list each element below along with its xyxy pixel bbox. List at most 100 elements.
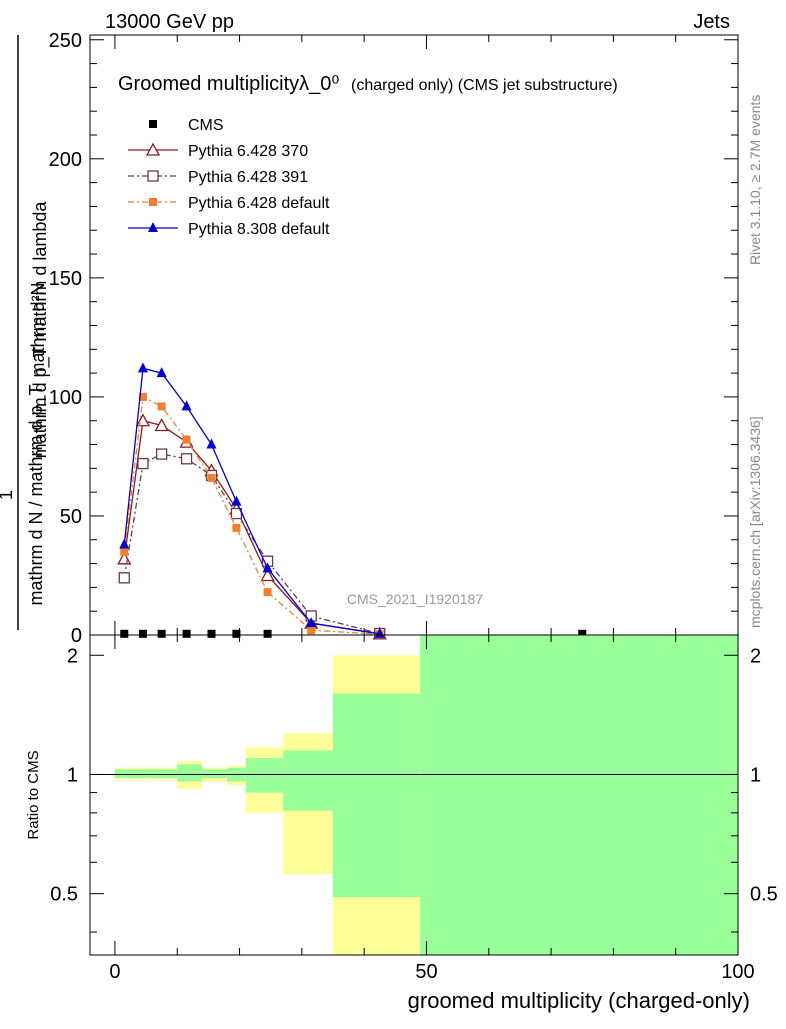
main-y-tick-label: 150 [49, 268, 82, 290]
ylabel-numerator: mathrm d²N [28, 282, 48, 377]
ratio-plot-panel: 0.5 0.5 1 1 2 2 0 50 100 Ratio to CMS groomed m… [25, 35, 778, 1013]
data-point [262, 562, 273, 573]
x-tick-label: 50 [415, 961, 437, 983]
data-point [578, 629, 587, 638]
data-point [154, 418, 169, 432]
series-pythia-6-428-370 [117, 413, 387, 640]
x-tick-label: 0 [109, 961, 120, 983]
data-point [260, 568, 275, 582]
main-y-tick-label: 250 [49, 30, 82, 52]
header-process-label: Jets [693, 11, 730, 33]
data-point [207, 473, 216, 482]
data-point [232, 629, 241, 638]
data-point [149, 198, 157, 206]
rivet-version-label: Rivet 3.1.10, ≥ 2.7M events [747, 95, 763, 265]
data-point [149, 120, 157, 128]
main-title-text: Groomed multiplicityλ_0⁰ [118, 73, 339, 95]
data-point [207, 629, 216, 638]
ratio-y-tick-label: 0.5 [50, 884, 78, 906]
data-point [147, 170, 159, 182]
data-point [138, 392, 147, 401]
legend-label: Pythia 6.428 default [188, 195, 330, 212]
series-pythia-8-308-default [119, 362, 385, 638]
main-y-tick-label: 100 [49, 387, 82, 409]
ratio-uncertainty-bands [114, 635, 738, 955]
ratio-stat-band [202, 769, 228, 778]
data-point [135, 413, 151, 427]
data-point [120, 547, 129, 556]
legend: CMS Pythia 6.428 370 Pythia 6.428 391 Pythi… [128, 117, 330, 238]
legend-label: Pythia 6.428 370 [188, 143, 308, 160]
data-point [232, 523, 241, 532]
mcplots-credit-label: mcplots.cern.ch [arXiv:1306.3436] [747, 416, 763, 628]
ratio-y-axis-label: Ratio to CMS [25, 750, 42, 839]
x-axis: 0 50 100 [109, 35, 755, 983]
data-point [306, 617, 317, 628]
data-point [307, 626, 316, 635]
data-point [156, 448, 168, 460]
ratio-stat-band [146, 769, 178, 778]
data-point [156, 367, 167, 378]
series-pythia-6-428-391 [118, 448, 386, 640]
data-point [157, 402, 166, 411]
data-point [182, 435, 191, 444]
ylabel-factor-denominator: mathrm d N / mathrm d p_T [26, 384, 47, 605]
data-point [180, 453, 193, 465]
ratio-y-axis: 0.5 0.5 1 1 2 2 [50, 645, 778, 933]
legend-label: Pythia 6.428 391 [188, 169, 308, 186]
x-axis-label: groomed multiplicity (charged-only) [408, 988, 750, 1013]
main-y-axis: 0 50 100 150 200 250 [49, 30, 738, 647]
legend-label: CMS [188, 117, 224, 134]
ratio-y-tick-label-right: 2 [750, 645, 761, 667]
main-plot-title: Groomed multiplicityλ_0⁰ (charged only) … [118, 73, 618, 95]
data-point [137, 362, 148, 373]
legend-item: CMS [149, 117, 224, 134]
data-point [181, 400, 192, 411]
legend-item: Pythia 6.428 370 [128, 142, 308, 160]
legend-item: Pythia 6.428 default [128, 195, 330, 212]
data-point [119, 538, 130, 549]
data-point [206, 438, 217, 449]
main-y-tick-label: 200 [49, 149, 82, 171]
data-point [138, 629, 147, 638]
data-point [263, 588, 272, 597]
ratio-stat-band [420, 635, 738, 955]
data-point [182, 629, 191, 638]
ratio-stat-band [283, 750, 333, 811]
ratio-stat-band [114, 769, 147, 778]
data-point [148, 222, 158, 232]
ratio-stat-band [177, 764, 203, 782]
main-y-axis-label: mathrm d²N mathrm d p_T mathrm d lambda … [0, 35, 51, 630]
data-point [263, 629, 272, 638]
x-tick-label: 100 [721, 961, 754, 983]
ratio-y-tick-label-right: 1 [750, 764, 761, 786]
data-point [145, 142, 161, 156]
ylabel-factor-numerator: 1 [0, 490, 16, 500]
data-point [157, 629, 166, 638]
main-title-suffix: (charged only) (CMS jet substructure) [351, 77, 618, 94]
legend-label: Pythia 8.308 default [188, 221, 330, 238]
analysis-watermark: CMS_2021_I1920187 [347, 591, 483, 607]
main-y-tick-label: 50 [60, 506, 82, 528]
series-line [123, 395, 380, 635]
ratio-stat-band [245, 758, 284, 793]
main-plot-panel: 0 50 100 150 200 250 Groomed multiplicityλ_0⁰… [0, 30, 739, 647]
ratio-stat-band [333, 693, 421, 898]
legend-item: Pythia 8.308 default [128, 221, 330, 238]
header-energy-label: 13000 GeV pp [105, 11, 234, 33]
ratio-y-tick-label: 2 [67, 645, 78, 667]
ratio-plot-frame [89, 634, 739, 956]
ratio-y-tick-label: 1 [67, 764, 78, 786]
series-line [123, 453, 380, 635]
main-y-tick-label: 0 [71, 625, 82, 647]
main-series-group [117, 362, 587, 640]
data-point [120, 629, 129, 638]
data-point [137, 457, 149, 470]
data-point [118, 572, 130, 584]
series-cms [120, 629, 587, 638]
legend-item: Pythia 6.428 391 [128, 169, 308, 186]
ratio-y-tick-label-right: 0.5 [750, 884, 778, 906]
ylabel-denominator: mathrm d p_T mathrm d lambda [30, 201, 51, 459]
data-point [231, 495, 242, 506]
